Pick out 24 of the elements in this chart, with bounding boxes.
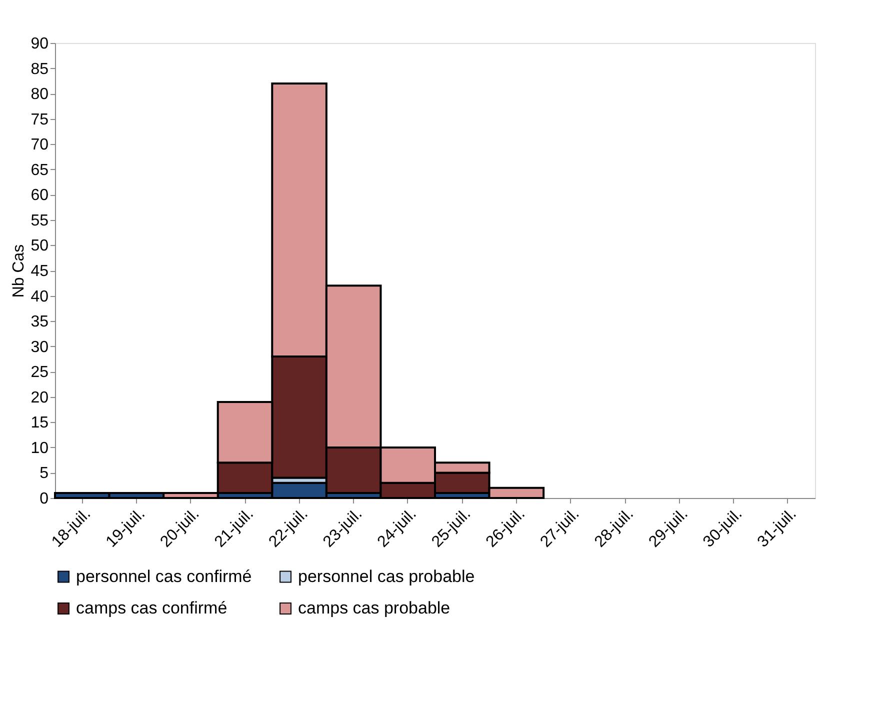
y-tick-label: 70: [30, 136, 49, 154]
y-tick-label: 80: [30, 86, 49, 104]
y-axis-title: Nb Cas: [10, 244, 28, 298]
y-tick-label: 5: [40, 465, 49, 482]
y-tick-label: 65: [30, 162, 49, 179]
y-tick-label: 25: [30, 364, 49, 382]
y-tick-label: 60: [30, 187, 49, 204]
y-tick-label: 85: [30, 60, 49, 78]
y-tick-label: 30: [30, 338, 49, 356]
legend-label: personnel cas probable: [298, 566, 475, 586]
legend-label: camps cas confirmé: [76, 598, 228, 618]
y-tick-label: 55: [30, 212, 49, 230]
y-tick-label: 75: [30, 111, 49, 128]
y-tick-label: 20: [30, 389, 49, 406]
y-tick-label: 10: [30, 440, 49, 457]
y-tick-label: 40: [30, 288, 49, 306]
y-tick-label: 90: [30, 36, 49, 52]
legend-label: personnel cas confirmé: [76, 566, 252, 586]
y-tick-label: 50: [30, 238, 49, 255]
y-tick-label: 35: [30, 314, 49, 331]
y-tick-label: 45: [30, 263, 49, 280]
y-tick-label: 15: [30, 414, 49, 432]
legend-label: camps cas probable: [298, 598, 450, 618]
y-tick-label: 0: [40, 490, 49, 508]
